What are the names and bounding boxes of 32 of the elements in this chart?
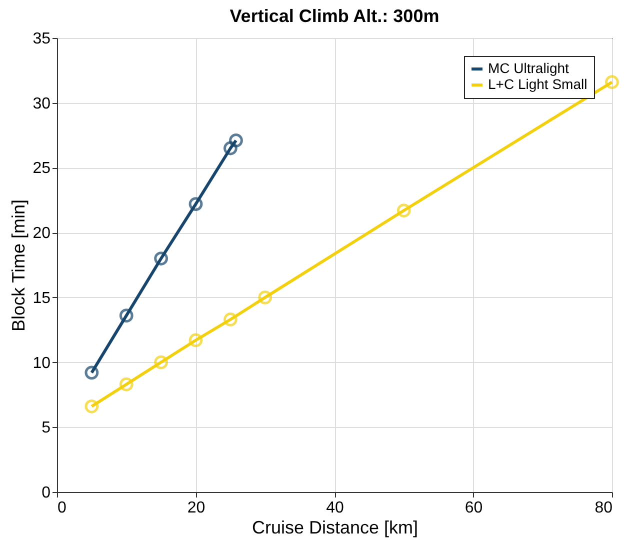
x-tick-label: 80 xyxy=(594,500,613,516)
point xyxy=(605,75,619,90)
point xyxy=(84,399,99,414)
y-tick-label: 5 xyxy=(42,420,51,437)
x-tick-label: 20 xyxy=(187,500,206,516)
y-tick-label: 25 xyxy=(32,160,51,178)
y-tick-label: 15 xyxy=(32,290,51,307)
point xyxy=(119,377,134,392)
point xyxy=(223,141,238,156)
y-tick-label: 30 xyxy=(32,95,51,112)
point xyxy=(258,290,272,304)
point xyxy=(154,355,168,370)
y-axis-title: Block Time [min] xyxy=(8,199,29,332)
chart-title: Vertical Climb Alt.: 300m xyxy=(230,6,440,26)
y-tick-label: 20 xyxy=(32,225,51,242)
x-tick-label: 40 xyxy=(326,500,344,516)
point xyxy=(223,312,238,326)
y-tick-label: 10 xyxy=(32,354,51,372)
point xyxy=(396,204,411,218)
point xyxy=(229,134,243,148)
x-tick-label: 0 xyxy=(58,500,66,516)
point xyxy=(188,333,203,348)
point xyxy=(84,366,99,380)
legend-label: MC Ultralight xyxy=(488,60,570,76)
point xyxy=(154,252,168,266)
x-tick-label: 60 xyxy=(464,500,483,516)
y-tick-label: 0 xyxy=(42,484,51,502)
x-axis-title: Cruise Distance [km] xyxy=(252,518,418,538)
point xyxy=(119,308,134,323)
point xyxy=(188,197,203,211)
legend-label: L+C Light Small xyxy=(488,76,588,92)
y-tick-label: 35 xyxy=(32,30,51,48)
